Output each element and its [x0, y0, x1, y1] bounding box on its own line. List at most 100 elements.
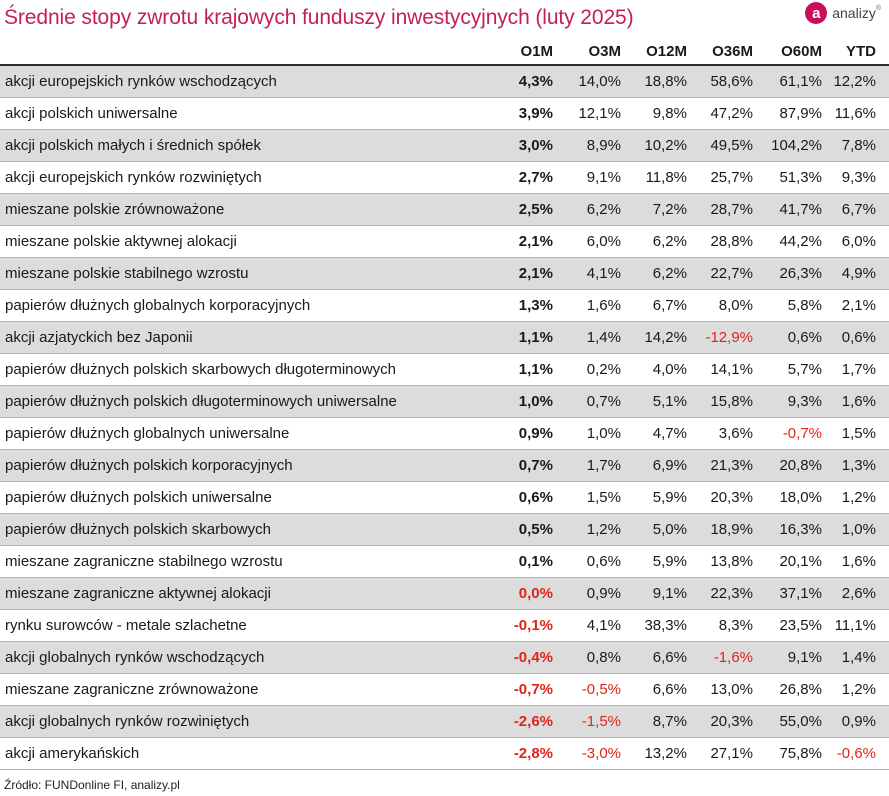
- return-value-cell: 38,3%: [644, 617, 687, 634]
- return-value-cell: 9,1%: [652, 585, 687, 602]
- return-value-cell: 4,0%: [652, 361, 687, 378]
- return-value-cell: 0,9%: [586, 585, 621, 602]
- return-value-cell: 5,9%: [652, 553, 687, 570]
- column-header: O36M: [712, 42, 753, 60]
- returns-table: O1M O3M O12M O36M O60M YTD akcji europejskich…: [0, 38, 889, 770]
- return-value-cell: 87,9%: [779, 105, 822, 122]
- table-row: papierów dłużnych polskich skarbowych 0,5…: [0, 514, 889, 546]
- return-value-cell: 1,4%: [586, 329, 621, 346]
- return-value-cell: 9,3%: [787, 393, 822, 410]
- source-note: Źródło: FUNDonline FI, analizy.pl: [4, 778, 180, 792]
- fund-category-name: akcji amerykańskich: [5, 745, 140, 762]
- return-value-cell: 1,0%: [518, 393, 553, 410]
- return-value-cell: 1,7%: [586, 457, 621, 474]
- table-row: papierów dłużnych polskich korporacyjnyc…: [0, 450, 889, 482]
- return-value-cell: 0,6%: [518, 489, 553, 506]
- return-value-cell: 13,0%: [710, 681, 753, 698]
- return-value-cell: 9,8%: [652, 105, 687, 122]
- fund-category-name: mieszane polskie aktywnej alokacji: [5, 233, 237, 250]
- return-value-cell: 1,3%: [841, 457, 876, 474]
- return-value-cell: 41,7%: [779, 201, 822, 218]
- return-value-cell: 58,6%: [710, 73, 753, 90]
- table-row: papierów dłużnych globalnych korporacyjn…: [0, 290, 889, 322]
- return-value-cell: 0,8%: [586, 649, 621, 666]
- fund-category-name: papierów dłużnych globalnych uniwersalne: [5, 425, 290, 442]
- return-value-cell: 1,6%: [586, 297, 621, 314]
- fund-category-name: papierów dłużnych polskich długoterminow…: [5, 393, 397, 410]
- table-row: papierów dłużnych polskich długoterminow…: [0, 386, 889, 418]
- return-value-cell: 6,6%: [652, 681, 687, 698]
- table-row: papierów dłużnych globalnych uniwersalne…: [0, 418, 889, 450]
- table-row: akcji europejskich rynków rozwiniętych 2,…: [0, 162, 889, 194]
- return-value-cell: 18,0%: [779, 489, 822, 506]
- return-value-cell: 12,1%: [578, 105, 621, 122]
- return-value-cell: 22,7%: [710, 265, 753, 282]
- fund-category-name: akcji globalnych rynków wschodzących: [5, 649, 265, 666]
- fund-category-name: mieszane polskie zrównoważone: [5, 201, 225, 218]
- table-row: papierów dłużnych polskich skarbowych dł…: [0, 354, 889, 386]
- fund-category-name: papierów dłużnych polskich skarbowych: [5, 521, 271, 538]
- return-value-cell: 8,7%: [652, 713, 687, 730]
- column-header: O60M: [781, 42, 822, 60]
- return-value-cell: 6,0%: [586, 233, 621, 250]
- return-value-cell: 25,7%: [710, 169, 753, 186]
- return-value-cell: 6,6%: [652, 649, 687, 666]
- return-value-cell: 28,8%: [710, 233, 753, 250]
- return-value-cell: 23,5%: [779, 617, 822, 634]
- logo-text: analizy: [832, 5, 876, 21]
- return-value-cell: -3,0%: [581, 745, 621, 762]
- return-value-cell: 1,5%: [586, 489, 621, 506]
- return-value-cell: 1,6%: [841, 553, 876, 570]
- return-value-cell: 8,0%: [718, 297, 753, 314]
- table-row: mieszane zagraniczne stabilnego wzrostu 0…: [0, 546, 889, 578]
- return-value-cell: -2,8%: [513, 745, 553, 762]
- return-value-cell: 27,1%: [710, 745, 753, 762]
- return-value-cell: -2,6%: [513, 713, 553, 730]
- return-value-cell: -0,5%: [581, 681, 621, 698]
- return-value-cell: 22,3%: [710, 585, 753, 602]
- return-value-cell: 7,8%: [841, 137, 876, 154]
- return-value-cell: 4,3%: [518, 73, 553, 90]
- return-value-cell: 1,1%: [518, 329, 553, 346]
- return-value-cell: 6,7%: [652, 297, 687, 314]
- analizy-logo-icon: a: [805, 2, 828, 24]
- fund-category-name: akcji europejskich rynków rozwiniętych: [5, 169, 262, 186]
- return-value-cell: 6,2%: [652, 265, 687, 282]
- return-value-cell: 44,2%: [779, 233, 822, 250]
- return-value-cell: 11,6%: [834, 105, 876, 122]
- return-value-cell: 18,9%: [710, 521, 753, 538]
- return-value-cell: 75,8%: [779, 745, 822, 762]
- return-value-cell: 14,2%: [644, 329, 687, 346]
- table-row: akcji polskich uniwersalne 3,9% 12,1% 9,8% 4…: [0, 98, 889, 130]
- registered-mark: ®: [875, 5, 881, 12]
- return-value-cell: 2,5%: [518, 201, 553, 218]
- table-row: akcji globalnych rynków rozwiniętych -2,6…: [0, 706, 889, 738]
- return-value-cell: 1,5%: [841, 425, 876, 442]
- table-row: mieszane polskie stabilnego wzrostu 2,1% 4…: [0, 258, 889, 290]
- return-value-cell: 9,1%: [787, 649, 822, 666]
- return-value-cell: 10,2%: [644, 137, 687, 154]
- return-value-cell: 4,1%: [586, 617, 621, 634]
- return-value-cell: 12,2%: [833, 73, 876, 90]
- return-value-cell: 0,0%: [518, 585, 553, 602]
- fund-category-name: papierów dłużnych polskich korporacyjnyc…: [5, 457, 293, 474]
- fund-category-name: papierów dłużnych polskich uniwersalne: [5, 489, 272, 506]
- return-value-cell: 13,8%: [710, 553, 753, 570]
- table-row: akcji polskich małych i średnich spółek 3…: [0, 130, 889, 162]
- return-value-cell: -0,7%: [782, 425, 822, 442]
- fund-category-name: papierów dłużnych globalnych korporacyjn…: [5, 297, 311, 314]
- table-row: papierów dłużnych polskich uniwersalne 0,…: [0, 482, 889, 514]
- return-value-cell: 2,6%: [841, 585, 876, 602]
- fund-category-name: rynku surowców - metale szlachetne: [5, 617, 247, 634]
- chart-title: Średnie stopy zwrotu krajowych funduszy …: [4, 6, 634, 29]
- return-value-cell: 0,7%: [586, 393, 621, 410]
- return-value-cell: 14,1%: [710, 361, 753, 378]
- return-value-cell: 3,0%: [518, 137, 553, 154]
- return-value-cell: 0,9%: [841, 713, 876, 730]
- fund-category-name: akcji azjatyckich bez Japonii: [5, 329, 193, 346]
- return-value-cell: 1,2%: [841, 489, 876, 506]
- return-value-cell: 1,3%: [518, 297, 553, 314]
- return-value-cell: 2,1%: [518, 265, 553, 282]
- table-row: akcji globalnych rynków wschodzących -0,4…: [0, 642, 889, 674]
